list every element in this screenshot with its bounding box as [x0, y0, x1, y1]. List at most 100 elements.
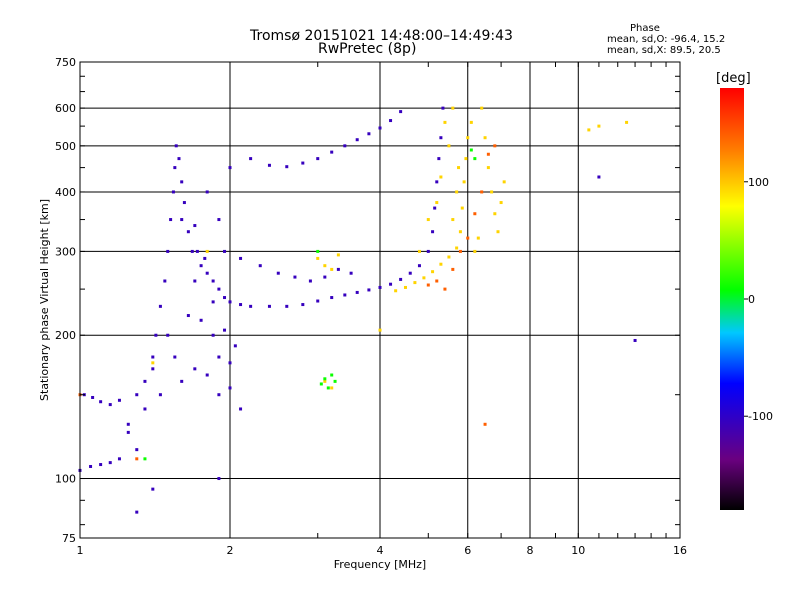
data-point-o — [173, 355, 177, 359]
data-point-o — [143, 379, 147, 383]
x-tick-label: 4 — [377, 544, 384, 557]
data-point-o — [158, 393, 162, 397]
x-tick-label: 2 — [227, 544, 234, 557]
data-point-o — [190, 249, 194, 253]
data-point-o — [349, 271, 353, 275]
chart-title: Tromsø 20151021 14:48:00–14:49:43 — [250, 28, 513, 44]
x-tick-label: 8 — [527, 544, 534, 557]
data-point-o — [193, 279, 197, 283]
phase-stat-x: mean, sd,X: 89.5, 20.5 — [607, 45, 721, 56]
data-point-o — [267, 304, 271, 308]
data-point-o — [228, 166, 232, 170]
data-point-o — [117, 398, 121, 402]
data-point-o — [89, 464, 93, 468]
data-point-x — [413, 281, 417, 285]
data-point-mixed — [451, 267, 455, 271]
data-point-o — [223, 328, 227, 332]
data-point-o — [211, 333, 215, 337]
data-point-o — [301, 161, 305, 165]
data-point-o — [228, 300, 232, 304]
data-points — [78, 106, 637, 514]
data-point-o — [99, 463, 103, 467]
data-point-o — [417, 264, 421, 268]
data-point-green — [330, 373, 334, 377]
data-point-o — [239, 407, 243, 411]
y-tick-label: 300 — [55, 245, 76, 258]
data-point-x — [502, 180, 506, 184]
data-point-o — [174, 144, 178, 148]
y-tick-label: 200 — [55, 329, 76, 342]
y-tick-label: 750 — [55, 56, 76, 69]
data-point-o — [249, 304, 253, 308]
data-point-mixed — [473, 212, 477, 216]
data-point-green — [326, 386, 330, 390]
data-point-o — [205, 271, 209, 275]
data-point-o — [301, 303, 305, 307]
data-point-o — [193, 224, 197, 228]
data-point-x — [597, 124, 601, 128]
data-point-o — [249, 157, 253, 161]
data-point-x — [378, 328, 382, 332]
data-point-o — [330, 150, 334, 154]
data-point-x — [496, 230, 500, 234]
data-point-o — [182, 201, 186, 205]
colorbar-tick-label: 0 — [748, 293, 755, 306]
data-point-o — [199, 264, 203, 268]
x-tick-label: 6 — [464, 544, 471, 557]
data-point-x — [458, 230, 462, 234]
data-point-o — [171, 190, 175, 194]
data-point-mixed — [483, 422, 487, 426]
data-point-o — [217, 393, 221, 397]
data-point-x — [457, 166, 461, 170]
data-point-mixed — [435, 279, 439, 283]
data-point-o — [211, 279, 215, 283]
data-point-x — [451, 218, 455, 222]
data-point-o — [108, 461, 112, 465]
y-tick-label: 600 — [55, 102, 76, 115]
data-point-o — [285, 304, 289, 308]
data-point-x — [431, 270, 435, 274]
data-point-x — [394, 289, 398, 293]
data-point-x — [443, 120, 447, 124]
data-point-x — [439, 262, 443, 266]
data-point-x — [422, 276, 426, 280]
data-point-o — [186, 314, 190, 318]
data-point-o — [285, 165, 289, 169]
data-point-o — [355, 290, 359, 294]
grid-lines — [80, 62, 680, 538]
data-point-x — [205, 249, 209, 253]
data-point-o — [293, 275, 297, 279]
data-point-x — [480, 106, 484, 110]
data-point-o — [205, 373, 209, 377]
data-point-green — [469, 148, 473, 152]
data-point-o — [217, 218, 221, 222]
data-point-o — [399, 277, 403, 281]
data-point-green — [143, 457, 147, 461]
data-point-o — [435, 180, 439, 184]
data-point-o — [258, 264, 262, 268]
data-point-x — [323, 379, 327, 383]
data-point-o — [180, 180, 184, 184]
data-point-o — [316, 299, 320, 303]
data-point-o — [143, 407, 147, 411]
chart-subtitle: RwPretec (8p) — [318, 41, 417, 57]
data-point-x — [455, 190, 459, 194]
data-point-o — [228, 386, 232, 390]
data-point-x — [469, 120, 473, 124]
data-point-o — [186, 230, 190, 234]
data-point-x — [466, 136, 470, 140]
data-point-green — [323, 377, 327, 381]
data-point-mixed — [458, 249, 462, 253]
data-point-o — [117, 457, 121, 461]
data-point-mixed — [443, 287, 447, 291]
data-point-x — [625, 120, 629, 124]
data-point-o — [91, 395, 95, 399]
data-point-o — [336, 267, 340, 271]
y-tick-label: 100 — [55, 473, 76, 486]
data-point-o — [126, 430, 130, 434]
data-point-x — [151, 361, 155, 365]
data-point-x — [323, 264, 327, 268]
data-point-o — [437, 157, 441, 161]
data-point-o — [135, 448, 139, 452]
data-point-x — [417, 249, 421, 253]
